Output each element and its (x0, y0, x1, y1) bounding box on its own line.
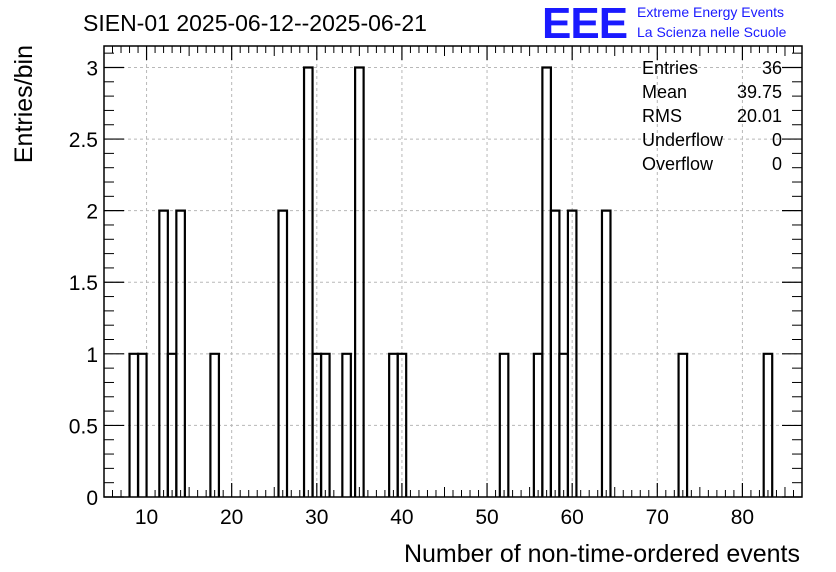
histogram-bin (277, 209, 289, 497)
x-tick-label: 10 (135, 506, 158, 529)
y-tick-label: 2.5 (69, 129, 98, 152)
grid-lines (104, 46, 802, 497)
axis-ticks (103, 46, 803, 498)
x-axis-label: Number of non-time-ordered events (404, 540, 800, 568)
stat-row-rms: RMS 20.01 (637, 106, 782, 130)
histogram-bin (319, 352, 331, 497)
histogram-bin (566, 209, 578, 497)
tick-labels: 10 20 30 40 50 60 70 80 0 0.5 1 1.5 2 2.5 3 (69, 57, 754, 529)
y-axis-label: Entries/bin (10, 45, 38, 163)
histogram-bin (209, 352, 221, 497)
stat-row-mean: Mean 39.75 (637, 82, 782, 106)
stat-name: Underflow (642, 130, 724, 150)
eee-logo-mark: EEE (542, 0, 628, 48)
x-tick-label: 30 (305, 506, 328, 529)
y-tick-label: 2 (86, 201, 98, 224)
histogram-bars (128, 66, 774, 497)
stat-name: RMS (642, 106, 682, 126)
y-tick-label: 1 (86, 344, 98, 367)
logo-text-line2: La Scienza nelle Scuole (637, 24, 787, 40)
histogram-bin (677, 352, 689, 497)
stat-row-overflow: Overflow 0 (637, 154, 782, 178)
x-tick-label: 50 (475, 506, 498, 529)
stat-value: 39.75 (736, 82, 782, 102)
stat-name: Overflow (642, 154, 714, 174)
y-tick-label: 3 (86, 57, 98, 80)
histogram-bin (600, 209, 612, 497)
stats-box: Entries 36 Mean 39.75 RMS 20.01 Underflo… (637, 58, 782, 178)
x-tick-label: 20 (220, 506, 243, 529)
y-tick-label: 0 (86, 487, 98, 510)
histogram-bin (354, 66, 365, 497)
histogram-bin (341, 352, 352, 497)
x-tick-label: 70 (646, 506, 669, 529)
y-tick-label: 0.5 (69, 415, 98, 438)
stat-row-entries: Entries 36 (637, 58, 782, 82)
x-tick-label: 60 (560, 506, 583, 529)
logo-text-line1: Extreme Energy Events (637, 4, 785, 20)
stat-name: Mean (642, 82, 688, 102)
y-tick-label: 1.5 (69, 272, 98, 295)
chart-title: SIEN-01 2025-06-12--2025-06-21 (83, 10, 427, 36)
x-tick-label: 80 (731, 506, 754, 529)
stat-row-underflow: Underflow 0 (637, 130, 782, 154)
histogram-bin (136, 352, 148, 497)
stat-name: Entries (642, 58, 699, 78)
histogram-bin (498, 352, 510, 497)
histogram-bin (762, 352, 774, 497)
x-tick-label: 40 (390, 506, 413, 529)
histogram-bin (302, 66, 314, 497)
histogram-bin (175, 209, 186, 497)
stat-value: 0 (771, 130, 782, 150)
histogram-bin (396, 352, 408, 497)
stat-value: 0 (771, 154, 782, 174)
stat-value: 20.01 (736, 106, 782, 126)
stat-value: 36 (761, 58, 782, 78)
